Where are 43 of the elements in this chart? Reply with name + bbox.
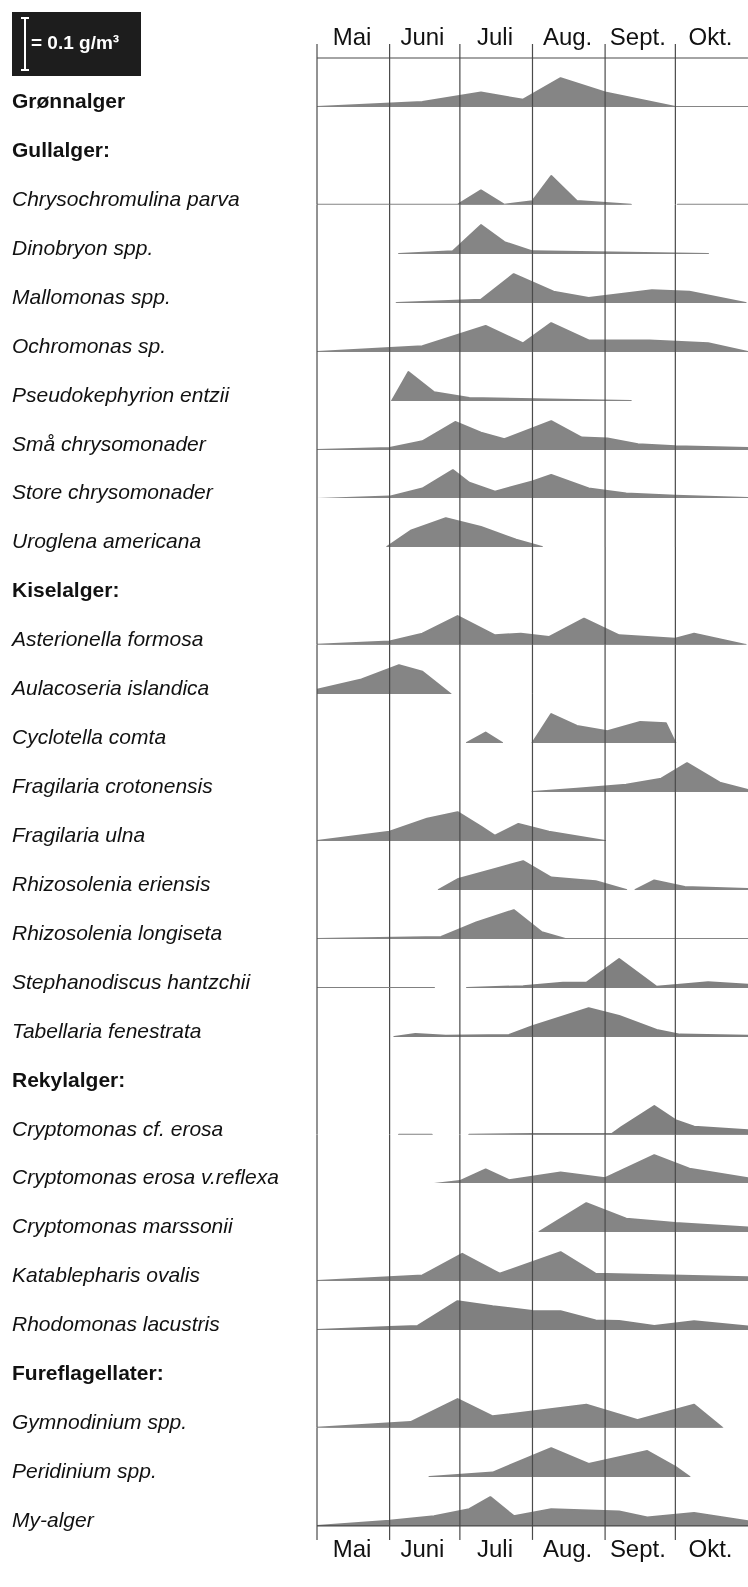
y-axis-title: Katablepharis ovalis <box>12 1262 200 1289</box>
y-axis-title: Chrysochromulina parva <box>12 185 240 212</box>
x-tick-label: Sept. <box>609 22 666 50</box>
y-axis-title: Rhizosolenia longiseta <box>12 919 223 946</box>
y-axis-title: Cryptomonas cf. erosa <box>12 1115 224 1142</box>
y-axis-title: Fragilaria ulna <box>12 821 146 848</box>
text: Kiselalger: <box>12 577 120 604</box>
y-axis-title: Store chrysomonader <box>12 479 213 506</box>
x-tick-label: Juli <box>477 1534 514 1562</box>
y-axis-title: Peridinium spp. <box>12 1458 157 1485</box>
y-axis-title: Mallomonas spp. <box>12 283 171 310</box>
y-axis-title: Gymnodinium spp. <box>12 1409 188 1436</box>
x-tick-label: Aug. <box>542 1534 593 1562</box>
y-axis-title: Rhizosolenia eriensis <box>12 870 211 897</box>
text: = 0.1 g/m³ <box>31 31 120 55</box>
x-tick-label: Aug. <box>542 22 593 50</box>
x-tick-label: Juni <box>400 22 445 50</box>
y-axis-title: Uroglena americana <box>12 528 202 555</box>
y-axis-title: Dinobryon spp. <box>12 234 154 261</box>
y-axis-title: Aulacoseria islandica <box>12 675 210 702</box>
y-axis-title: Cyclotella comta <box>12 724 167 751</box>
text: Rekylalger: <box>12 1066 126 1093</box>
x-tick-label: Sept. <box>609 1534 666 1562</box>
y-axis-title: Ochromonas sp. <box>12 332 167 359</box>
y-axis-title: Fragilaria crotonensis <box>12 773 213 799</box>
y-axis-title: Stephanodiscus hantzchii <box>12 968 251 995</box>
y-axis-title: Rhodomonas lacustris <box>12 1311 220 1338</box>
y-axis-title: Pseudokephyrion entzii <box>12 381 230 408</box>
y-axis-title: Tabellaria fenestrata <box>12 1017 202 1044</box>
x-tick-label: Mai <box>332 22 372 50</box>
text: Fureflagellater: <box>12 1360 164 1387</box>
x-tick-label: Juni <box>400 1534 445 1562</box>
y-axis-title: Cryptomonas erosa v.reflexa <box>12 1164 279 1191</box>
y-axis-title: Grønnalger <box>12 88 126 114</box>
x-tick-label: Okt. <box>688 1534 733 1562</box>
y-axis-title: My-alger <box>12 1506 94 1533</box>
text: Gullalger: <box>12 136 111 163</box>
y-axis-title: Cryptomonas marssonii <box>12 1213 233 1240</box>
x-tick-label: Okt. <box>688 22 733 50</box>
x-tick-label: Juli <box>477 22 514 50</box>
y-axis-title: Asterionella formosa <box>12 626 204 653</box>
x-tick-label: Mai <box>332 1534 372 1562</box>
y-axis-title: Små chrysomonader <box>12 430 206 457</box>
